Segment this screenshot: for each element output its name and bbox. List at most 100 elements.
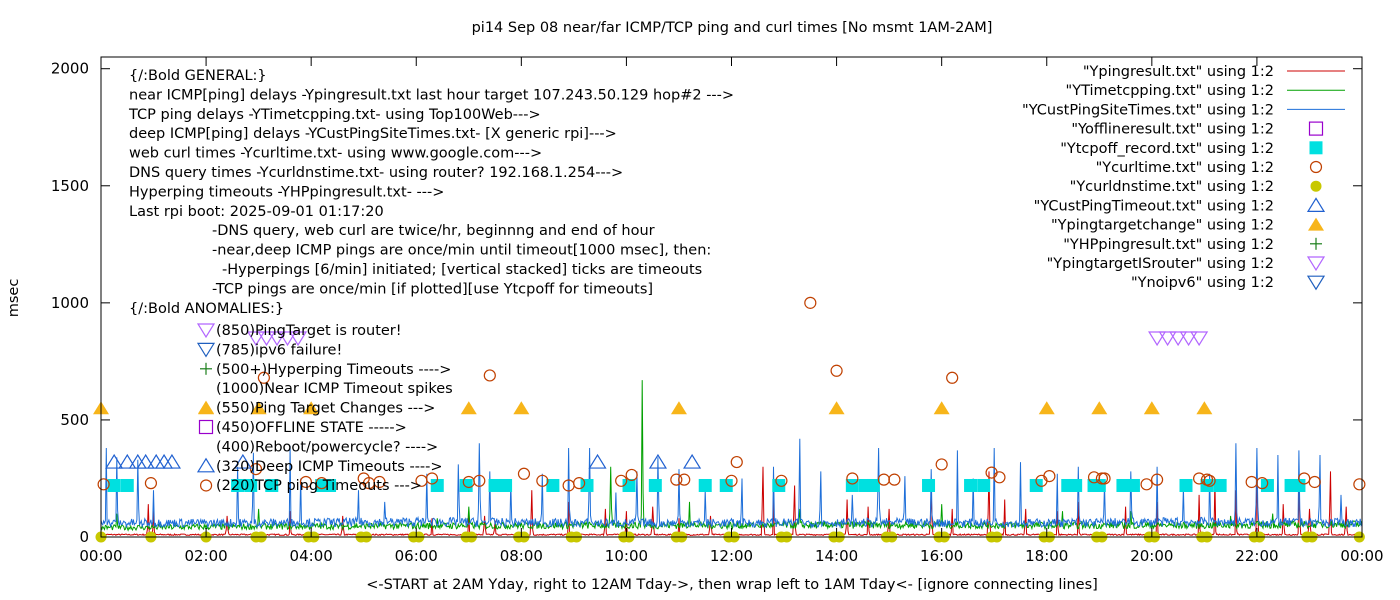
legend-label: "YHPpingresult.txt" using 1:2: [1063, 237, 1274, 253]
x-axis-label: <-START at 2AM Yday, right to 12AM Tday-…: [366, 577, 1098, 593]
data-point: [162, 453, 182, 469]
anomaly-marker: [196, 323, 216, 339]
data-point: [244, 478, 258, 492]
legend-label: "Yofflineresult.txt" using 1:2: [1071, 122, 1274, 138]
series-line: [100, 438, 1363, 529]
data-point: [299, 475, 313, 489]
data-point: [303, 401, 320, 415]
data-point: [993, 471, 1006, 484]
axis-ticks: 0 500 1000 1500 2000 00:00 02:00 04:00 06:00 08:0…: [51, 57, 1384, 565]
annotation-line: -DNS query, web curl are twice/hr, begin…: [212, 223, 655, 239]
data-point: [1179, 331, 1198, 347]
data-point: [588, 453, 607, 469]
data-point: [1126, 478, 1140, 492]
data-point: [804, 296, 817, 309]
data-point: [1043, 470, 1056, 483]
data-point: [1038, 401, 1055, 415]
data-point: [1140, 478, 1153, 491]
anomaly-label: (500+)Hyperping Timeouts ---->: [216, 362, 451, 378]
legend-label: "Ypingresult.txt" using 1:2: [1083, 64, 1274, 80]
data-point: [233, 453, 252, 469]
data-point: [1193, 472, 1206, 485]
annotation-line: near ICMP[ping] delays -Ypingresult.txt …: [129, 87, 734, 103]
data-point: [499, 478, 513, 492]
data-point: [683, 453, 702, 469]
anomaly-marker: [198, 400, 214, 414]
x-tick-label: 20:00: [1130, 547, 1173, 565]
data-point: [147, 453, 166, 469]
legend-label: "Ytcpoff_record.txt" using 1:2: [1060, 141, 1274, 157]
annotation-line: Last rpi boot: 2025-09-01 01:17:20: [129, 204, 384, 220]
data-point: [615, 474, 628, 487]
annotation-line: {/:Bold GENERAL:}: [129, 68, 267, 84]
data-point: [460, 401, 477, 415]
chart-title: pi14 Sep 08 near/far ICMP/TCP ping and c…: [472, 20, 993, 36]
legend-marker: [1309, 160, 1323, 174]
legend-entry: "Ytcpoff_record.txt" using 1:2: [1060, 141, 1323, 157]
anomaly-marker: [196, 342, 216, 358]
data-point: [97, 478, 110, 491]
anomaly-key-row: (500+)Hyperping Timeouts ---->: [200, 362, 451, 378]
x-tick-label: 16:00: [920, 547, 963, 565]
data-point: [483, 369, 496, 382]
anomaly-key-row: (850)PingTarget is router!: [196, 323, 402, 339]
annotation-line: Hyperping timeouts -YHPpingresult.txt- -…: [129, 184, 444, 200]
data-point: [888, 473, 901, 486]
data-point: [1353, 478, 1366, 491]
anomaly-key: (850)PingTarget is router! (785)ipv6 fail…: [196, 323, 453, 494]
data-point: [1308, 475, 1321, 489]
data-point: [1298, 472, 1311, 485]
data-point: [154, 453, 174, 469]
data-point: [877, 473, 890, 486]
data-point: [265, 478, 279, 492]
legend: "Ypingresult.txt" using 1:2 "YTimetcpping…: [1022, 64, 1345, 291]
x-tick-label: 02:00: [184, 547, 227, 565]
data-point: [118, 453, 137, 469]
data-point: [546, 478, 560, 492]
data-point: [946, 371, 959, 384]
data-point: [315, 477, 328, 490]
data-point: [830, 364, 843, 377]
data-point: [922, 478, 936, 492]
anomaly-label: (450)OFFLINE STATE ----->: [216, 420, 407, 436]
data-point: [323, 478, 337, 492]
annotation-line: {/:Bold ANOMALIES:}: [129, 301, 284, 317]
data-point: [670, 401, 687, 415]
x-tick-label: 18:00: [1025, 547, 1068, 565]
data-point: [105, 453, 124, 469]
data-point: [775, 474, 788, 487]
data-point: [267, 331, 287, 347]
anomaly-key-row: (450)OFFLINE STATE ----->: [198, 419, 407, 436]
series-11: [246, 331, 1209, 347]
data-point: [257, 371, 270, 384]
legend-label: "Ycurldnstime.txt" using 1:2: [1070, 179, 1274, 195]
y-tick-label: 0: [79, 528, 89, 546]
anomaly-key-row: (320)Deep ICMP Timeouts ---->: [196, 457, 443, 475]
data-point: [136, 453, 155, 469]
data-point: [828, 401, 845, 415]
anomaly-label: (320)Deep ICMP Timeouts ---->: [216, 459, 443, 475]
data-point: [933, 401, 950, 415]
x-tick-label: 22:00: [1235, 547, 1278, 565]
legend-label: "YCustPingSiteTimes.txt" using 1:2: [1022, 102, 1274, 118]
data-point: [257, 331, 276, 347]
data-point: [1256, 477, 1269, 490]
legend-entry: "Yofflineresult.txt" using 1:2: [1071, 121, 1324, 138]
data-point: [430, 478, 444, 492]
data-point: [1158, 331, 1177, 347]
data-point: [144, 477, 158, 490]
annotation-line: -Hyperpings [6/min] initiated; [vertical…: [222, 262, 702, 278]
anomaly-label: (220)TCP ping Timeouts --->: [216, 478, 422, 494]
legend-label: "YCustPingTimeout.txt" using 1:2: [1034, 198, 1274, 214]
data-point: [107, 478, 121, 492]
legend-entry: "Ypingresult.txt" using 1:2: [1083, 64, 1345, 80]
data-point: [866, 478, 880, 492]
annotation-line: -TCP pings are once/min [if plotted][use…: [212, 281, 653, 297]
x-tick-label: 12:00: [710, 547, 753, 565]
annotations: {/:Bold GENERAL:} near ICMP[ping] delays …: [128, 68, 734, 317]
anomaly-key-row: (220)TCP ping Timeouts --->: [216, 478, 422, 494]
x-tick-label: 14:00: [815, 547, 858, 565]
data-point: [513, 401, 530, 415]
annotation-line: -near,deep ICMP pings are once/min until…: [212, 243, 711, 259]
